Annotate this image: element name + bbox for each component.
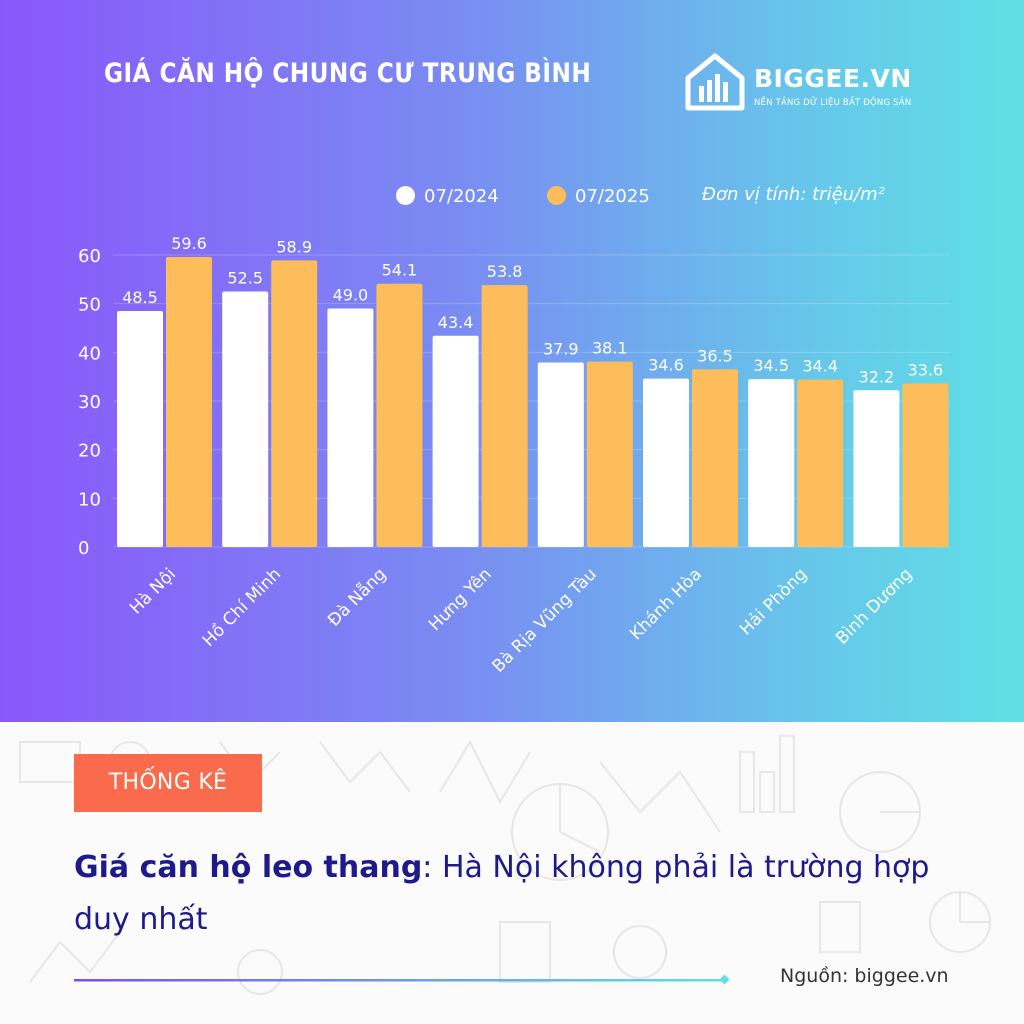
bar-07-2025	[586, 361, 633, 547]
x-tick-label: Bình Dương	[832, 564, 916, 648]
data-label: 37.9	[543, 340, 579, 359]
y-tick-label: 60	[78, 246, 101, 267]
y-tick-label: 20	[78, 441, 101, 462]
bar-07-2024	[327, 308, 374, 547]
data-label: 52.5	[227, 269, 263, 288]
data-label: 34.6	[648, 356, 684, 375]
brand-tagline: NỀN TẢNG DỮ LIỆU BẤT ĐỘNG SẢN	[754, 98, 912, 108]
data-label: 36.5	[697, 346, 733, 365]
y-tick-label: 30	[78, 392, 101, 413]
bar-07-2024	[748, 379, 795, 547]
headline-bold: Giá căn hộ leo thang	[74, 850, 423, 885]
data-label: 32.2	[859, 367, 895, 386]
article-headline[interactable]: Giá căn hộ leo thang: Hà Nội không phải …	[74, 842, 954, 946]
bar-07-2024	[853, 390, 900, 547]
x-tick-label: Hồ Chí Minh	[198, 564, 285, 651]
house-chart-icon	[685, 53, 745, 111]
page-title: GIÁ CĂN HỘ CHUNG CƯ TRUNG BÌNH	[104, 58, 592, 89]
data-label: 43.4	[438, 313, 474, 332]
brand-logo[interactable]: BIGGEE.VN NỀN TẢNG DỮ LIỆU BẤT ĐỘNG SẢN	[682, 50, 942, 114]
data-label: 33.6	[908, 360, 944, 379]
data-label: 59.6	[171, 234, 207, 253]
data-label: 48.5	[122, 288, 158, 307]
x-tick-label: Khánh Hòa	[626, 564, 706, 644]
headline-rest: : Hà Nội không phải là trường hợp duy nh…	[74, 850, 930, 937]
bar-07-2025	[376, 283, 423, 547]
bar-07-2024	[432, 335, 479, 547]
legend-swatch-2025	[547, 186, 566, 205]
legend-item-2024: 07/2024	[396, 186, 499, 207]
legend-swatch-2024	[396, 186, 415, 205]
x-tick-label: Bà Rịa Vũng Tàu	[489, 564, 601, 676]
data-label: 53.8	[487, 262, 523, 281]
legend-label-2024: 07/2024	[424, 186, 499, 207]
x-tick-label: Đà Nẵng	[323, 564, 390, 631]
legend-item-2025: 07/2025	[547, 186, 650, 207]
y-tick-label: 10	[78, 489, 101, 510]
bar-07-2024	[643, 378, 689, 547]
bar-07-2024	[222, 291, 269, 547]
y-tick-label: 0	[78, 538, 89, 559]
x-tick-label: Hải Phòng	[736, 564, 811, 639]
y-tick-label: 50	[78, 295, 101, 316]
bar-chart: 0 10 20 30 40 50 60 48.5 59.6 Hà Nội 52.5 58.9 Hồ Ch…	[78, 234, 950, 677]
bar-07-2024	[117, 310, 163, 547]
data-label: 58.9	[276, 237, 312, 256]
data-label: 34.5	[753, 356, 789, 375]
bar-07-2025	[271, 260, 318, 547]
bar-07-2025	[166, 256, 212, 547]
source-note: Nguồn: biggee.vn	[780, 965, 949, 987]
data-label: 38.1	[592, 339, 628, 358]
bar-07-2024	[537, 362, 584, 547]
legend-label-2025: 07/2025	[575, 186, 650, 207]
unit-note: Đơn vị tính: triệu/m²	[702, 184, 885, 205]
bar-07-2025	[902, 383, 949, 547]
x-tick-label: Hưng Yên	[425, 564, 496, 635]
x-tick-label: Hà Nội	[126, 564, 180, 618]
data-label: 49.0	[333, 286, 369, 305]
bar-07-2025	[692, 369, 738, 547]
bar-07-2025	[481, 285, 528, 547]
bar-07-2025	[797, 379, 844, 547]
data-label: 34.4	[802, 357, 838, 376]
data-label: 54.1	[382, 261, 418, 280]
divider-line	[74, 975, 730, 985]
y-tick-label: 40	[78, 343, 101, 364]
category-badge: THỐNG KÊ	[74, 754, 262, 812]
brand-name: BIGGEE.VN	[754, 64, 912, 93]
